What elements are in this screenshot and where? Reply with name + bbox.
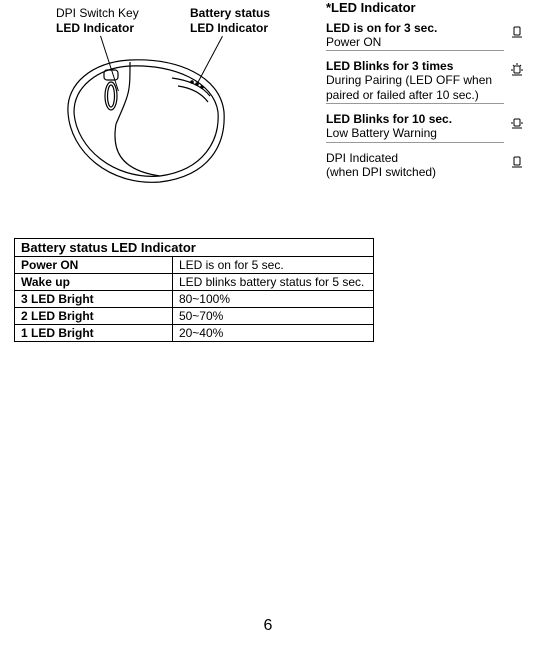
cell: 80~100% [172,291,373,308]
callout-battery-line2: LED Indicator [190,21,270,36]
led-item-1-bold: LED Blinks for 3 times [326,59,504,73]
led-icon [510,25,524,39]
callout-battery: Battery status LED Indicator [190,6,270,36]
led-item-2-bold: LED Blinks for 10 sec. [326,112,504,126]
table-row: Wake upLED blinks battery status for 5 s… [15,274,374,291]
cell: 2 LED Bright [15,308,173,325]
led-item-0: LED is on for 3 sec. Power ON [326,21,526,51]
table-row: 1 LED Bright20~40% [15,325,374,342]
led-divider [326,142,504,143]
table-row: 2 LED Bright50~70% [15,308,374,325]
mouse-svg [60,52,230,192]
led-icon [510,116,524,130]
led-icon [510,155,524,169]
battery-status-table: Battery status LED Indicator Power ONLED… [14,238,374,342]
callout-battery-line1: Battery status [190,6,270,21]
led-item-3: DPI Indicated (when DPI switched) [326,151,526,180]
callout-dpi: DPI Switch Key LED Indicator [56,6,139,36]
table-title: Battery status LED Indicator [15,239,374,257]
led-item-0-bold: LED is on for 3 sec. [326,21,504,35]
led-divider [326,103,504,104]
cell: 20~40% [172,325,373,342]
mouse-illustration [60,52,230,192]
led-item-3-text: DPI Indicated (when DPI switched) [326,151,504,180]
led-item-1: LED Blinks for 3 times During Pairing (L… [326,59,526,104]
cell: Power ON [15,257,173,274]
cell: 1 LED Bright [15,325,173,342]
cell: LED is on for 5 sec. [172,257,373,274]
led-title: *LED Indicator [326,0,526,15]
led-item-2: LED Blinks for 10 sec. Low Battery Warni… [326,112,526,142]
callout-dpi-line2: LED Indicator [56,21,139,36]
top-diagram-area: DPI Switch Key LED Indicator Battery sta… [0,0,536,230]
table-row: 3 LED Bright80~100% [15,291,374,308]
cell: Wake up [15,274,173,291]
battery-table-wrap: Battery status LED Indicator Power ONLED… [14,238,522,342]
callout-dpi-line1: DPI Switch Key [56,6,139,21]
led-divider [326,50,504,51]
page-number: 6 [0,617,536,635]
led-indicator-section: *LED Indicator LED is on for 3 sec. Powe… [326,0,526,187]
led-item-2-text: Low Battery Warning [326,126,504,140]
cell: 3 LED Bright [15,291,173,308]
led-icon [510,63,524,77]
table-row: Power ONLED is on for 5 sec. [15,257,374,274]
cell: 50~70% [172,308,373,325]
led-item-1-text: During Pairing (LED OFF when paired or f… [326,73,504,102]
cell: LED blinks battery status for 5 sec. [172,274,373,291]
led-item-0-text: Power ON [326,35,504,49]
